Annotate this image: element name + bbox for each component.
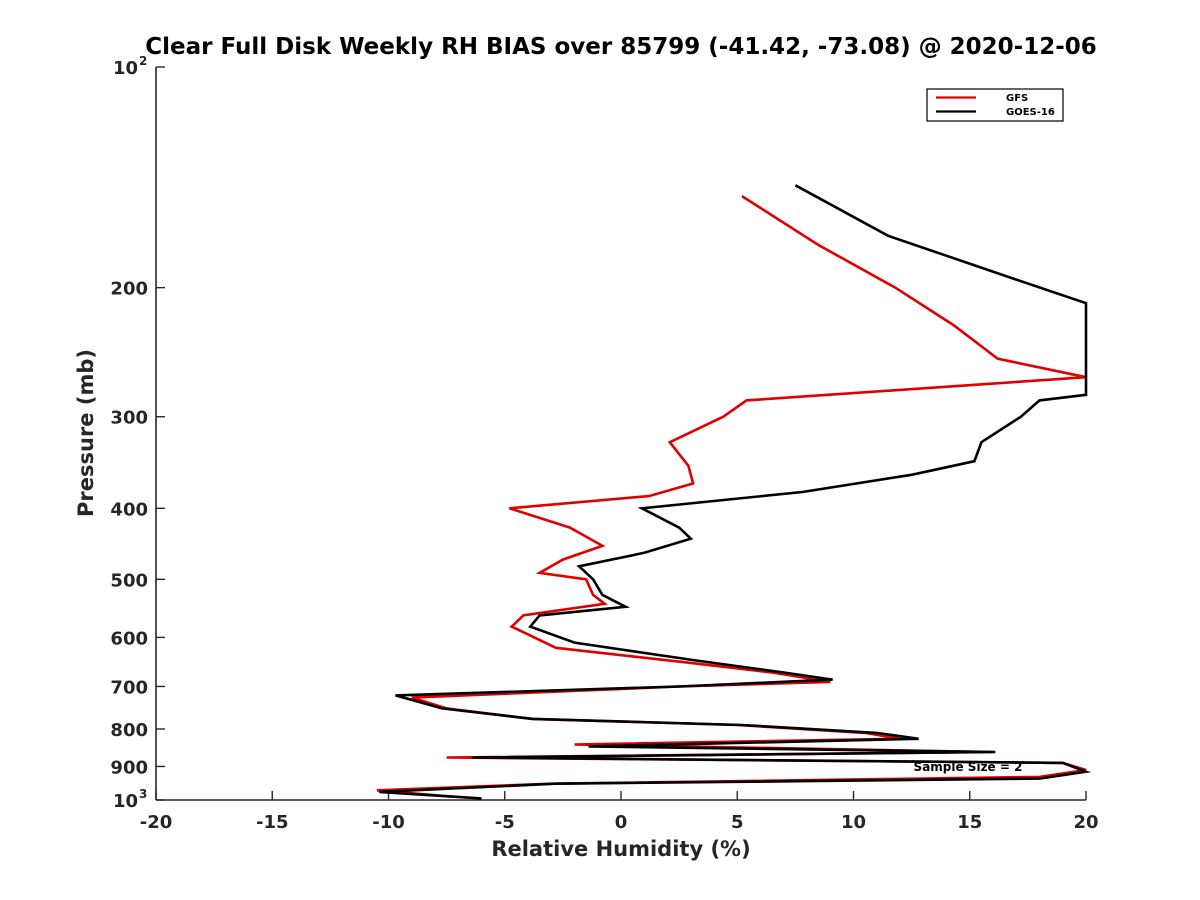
series-layer [376,184,1092,800]
x-tick-label: 15 [957,812,982,833]
legend-label-goes16: GOES-16 [1006,107,1055,118]
y-tick-label: 600 [110,628,148,649]
legend-box [926,88,1064,122]
sample-size-annotation: Sample Size = 2 [914,760,1023,774]
y-tick-label: 900 [110,757,148,778]
x-tick-label: -15 [256,812,289,833]
y-tick-label: 700 [110,677,148,698]
y-tick-exponent: 2 [139,54,147,68]
x-tick-label: -20 [140,812,173,833]
series-line-gfs [376,195,1087,799]
y-axis-label: Pressure (mb) [74,349,98,517]
y-tick-label: 400 [110,499,148,520]
x-tick-label: -5 [495,812,515,833]
legend: GFS GOES-16 [926,88,1064,122]
y-tick-label: 800 [110,720,148,741]
chart-title: Clear Full Disk Weekly RH BIAS over 8579… [145,34,1097,60]
y-tick-label: 300 [110,408,148,429]
y-tick-label: 500 [110,570,148,591]
legend-label-gfs: GFS [1006,93,1028,104]
y-tick-label: 10 [113,791,138,812]
x-tick-label: -10 [372,812,405,833]
y-tick-label: 200 [110,279,148,300]
x-tick-label: 20 [1073,812,1098,833]
series-line-goes-16 [379,184,1092,800]
x-tick-label: 10 [841,812,866,833]
y-tick-label: 10 [113,58,138,79]
x-tick-label: 5 [731,812,744,833]
x-axis-label: Relative Humidity (%) [491,837,750,861]
x-tick-label: 0 [615,812,628,833]
y-tick-exponent: 3 [139,787,147,801]
